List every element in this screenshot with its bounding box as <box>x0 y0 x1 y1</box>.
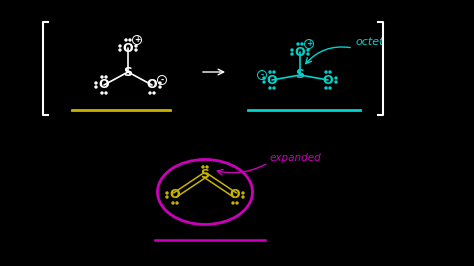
Text: O: O <box>323 73 333 86</box>
Circle shape <box>269 71 271 73</box>
Circle shape <box>159 86 161 88</box>
Circle shape <box>325 71 327 73</box>
Circle shape <box>273 87 275 89</box>
Circle shape <box>263 81 265 83</box>
Circle shape <box>291 49 293 51</box>
Circle shape <box>119 49 121 51</box>
Circle shape <box>329 71 331 73</box>
Circle shape <box>119 45 121 47</box>
Circle shape <box>149 92 151 94</box>
Circle shape <box>172 202 174 204</box>
Text: +: + <box>306 39 312 48</box>
Text: O: O <box>267 73 277 86</box>
Circle shape <box>135 49 137 51</box>
Circle shape <box>153 92 155 94</box>
Circle shape <box>232 202 234 204</box>
Circle shape <box>263 77 265 79</box>
Text: S: S <box>295 69 304 81</box>
Circle shape <box>242 192 244 194</box>
Text: O: O <box>295 45 305 59</box>
Circle shape <box>95 86 97 88</box>
Text: S: S <box>124 65 133 78</box>
Text: -: - <box>260 70 264 80</box>
Circle shape <box>125 39 127 41</box>
Circle shape <box>176 202 178 204</box>
Circle shape <box>105 76 107 78</box>
Circle shape <box>206 166 208 168</box>
Circle shape <box>101 76 103 78</box>
Circle shape <box>236 202 238 204</box>
Circle shape <box>269 87 271 89</box>
Circle shape <box>307 53 309 55</box>
Circle shape <box>325 87 327 89</box>
Circle shape <box>105 92 107 94</box>
Circle shape <box>329 87 331 89</box>
Text: O: O <box>99 78 109 92</box>
Circle shape <box>129 39 131 41</box>
Text: -: - <box>160 76 164 85</box>
Circle shape <box>135 45 137 47</box>
Text: O: O <box>146 78 157 92</box>
Circle shape <box>95 82 97 84</box>
Text: O: O <box>123 41 133 55</box>
Text: octet: octet <box>355 37 383 47</box>
Circle shape <box>166 196 168 198</box>
Text: expanded: expanded <box>270 153 322 163</box>
Circle shape <box>335 81 337 83</box>
Text: S: S <box>201 168 210 181</box>
Text: O: O <box>170 189 180 202</box>
Circle shape <box>335 77 337 79</box>
Circle shape <box>159 82 161 84</box>
Circle shape <box>166 192 168 194</box>
Circle shape <box>301 43 303 45</box>
Text: O: O <box>230 189 240 202</box>
Circle shape <box>273 71 275 73</box>
Circle shape <box>242 196 244 198</box>
Circle shape <box>101 92 103 94</box>
Circle shape <box>291 53 293 55</box>
Text: +: + <box>134 35 140 44</box>
Circle shape <box>202 166 204 168</box>
Circle shape <box>297 43 299 45</box>
Circle shape <box>307 49 309 51</box>
